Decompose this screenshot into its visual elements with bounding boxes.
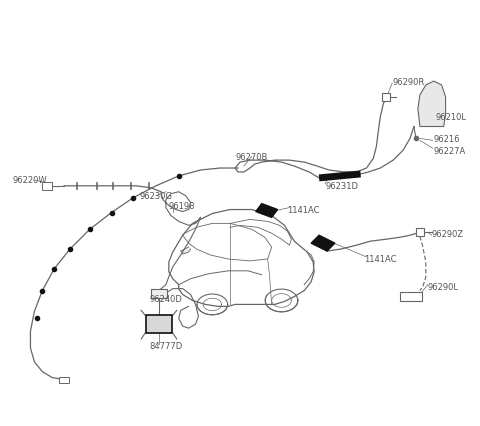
Text: 96270B: 96270B xyxy=(235,153,267,161)
Text: 96227A: 96227A xyxy=(434,147,466,155)
FancyBboxPatch shape xyxy=(383,94,390,101)
FancyBboxPatch shape xyxy=(400,292,422,302)
Polygon shape xyxy=(311,236,335,251)
Text: 1141AC: 1141AC xyxy=(364,255,397,264)
FancyBboxPatch shape xyxy=(146,316,172,333)
Text: 84777D: 84777D xyxy=(149,342,182,351)
FancyBboxPatch shape xyxy=(59,377,69,383)
Polygon shape xyxy=(180,248,191,254)
Text: 96230G: 96230G xyxy=(139,192,172,201)
FancyBboxPatch shape xyxy=(42,182,52,190)
Text: 96216: 96216 xyxy=(434,135,460,144)
Text: 96240D: 96240D xyxy=(149,294,182,303)
Text: 96220W: 96220W xyxy=(12,176,48,185)
Text: 96290Z: 96290Z xyxy=(432,229,464,238)
FancyBboxPatch shape xyxy=(416,229,424,237)
Text: 1141AC: 1141AC xyxy=(288,206,320,215)
Polygon shape xyxy=(256,204,277,218)
FancyBboxPatch shape xyxy=(151,289,167,299)
Text: 96290L: 96290L xyxy=(428,282,459,291)
Polygon shape xyxy=(418,82,445,127)
Text: 96290R: 96290R xyxy=(392,78,424,86)
Text: 96231D: 96231D xyxy=(325,182,358,191)
Text: 96210L: 96210L xyxy=(436,113,467,122)
Text: 96198: 96198 xyxy=(169,201,195,210)
